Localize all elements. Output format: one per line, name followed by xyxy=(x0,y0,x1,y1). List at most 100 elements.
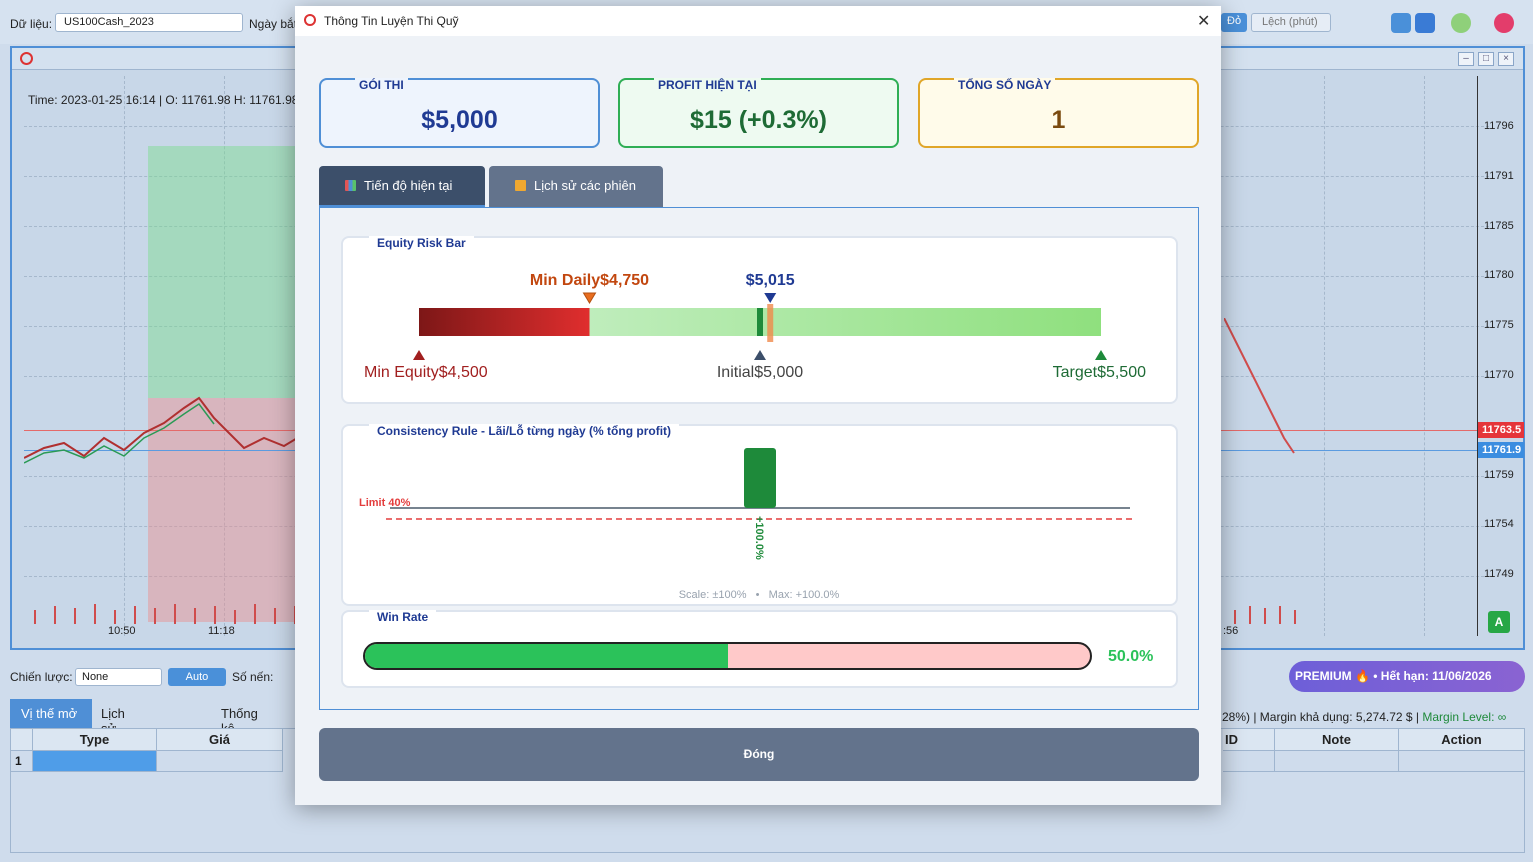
col-id[interactable]: ID xyxy=(1223,729,1275,751)
candles-label: Số nến: xyxy=(232,670,274,684)
auto-badge[interactable]: A xyxy=(1488,611,1510,633)
table-row-cell[interactable] xyxy=(1223,751,1275,772)
total-days-label: TỔNG SỐ NGÀY xyxy=(954,78,1056,92)
package-card: GÓI THI $5,000 xyxy=(319,78,600,148)
danger-zone-bar xyxy=(419,308,590,336)
app-logo-icon xyxy=(304,14,316,26)
safe-zone-bar xyxy=(589,308,1101,336)
initial-pointer xyxy=(754,350,766,360)
premium-badge[interactable]: PREMIUM 🔥 • Hết hạn: 11/06/2026 xyxy=(1289,661,1525,692)
dialog-title: Thông Tin Luyện Thi Quỹ xyxy=(324,14,459,28)
win-rate-track xyxy=(363,642,1092,670)
current-equity-label: $5,015 xyxy=(746,272,795,289)
initial-marker xyxy=(757,308,763,336)
y-tick: 11749 xyxy=(1484,568,1514,580)
equity-risk-bar: Min Daily$4,750 $5,015 Min Equity$4,500 … xyxy=(364,272,1147,381)
exam-info-dialog: Thông Tin Luyện Thi Quỹ ✕ GÓI THI $5,000… xyxy=(295,6,1221,805)
tab-statistics[interactable]: Thống kê xyxy=(221,706,258,736)
y-tick: 11780 xyxy=(1484,269,1514,281)
min-daily-label: Min Daily$4,750 xyxy=(530,272,649,289)
y-tick: 11791 xyxy=(1484,170,1514,182)
col-price[interactable]: Giá xyxy=(157,729,283,751)
table-row-cell[interactable] xyxy=(1275,751,1399,772)
margin-available: 28%) | Margin khả dụng: 5,274.72 $ | xyxy=(1222,710,1423,724)
row-number: 1 xyxy=(11,751,33,772)
table-row-cell[interactable] xyxy=(157,751,283,772)
dialog-titlebar: Thông Tin Luyện Thi Quỹ ✕ xyxy=(295,6,1221,36)
offset-minutes-button[interactable]: Lệch (phút) xyxy=(1251,13,1331,32)
profit-value: $15 (+0.3%) xyxy=(690,106,827,134)
date-label: Ngày bắt xyxy=(249,17,298,31)
data-source-field[interactable]: US100Cash_2023 xyxy=(55,13,243,32)
translate-icon[interactable] xyxy=(1391,13,1411,33)
table-corner xyxy=(11,729,33,751)
margin-level: Margin Level: ∞ xyxy=(1422,710,1507,724)
price-tag-blue: 11761.9 xyxy=(1478,442,1524,458)
data-label: Dữ liệu: xyxy=(10,17,53,31)
settings-icon[interactable] xyxy=(1415,13,1435,33)
tab-open-positions[interactable]: Vị thế mở xyxy=(10,699,92,728)
price-tag-red: 11763.5 xyxy=(1478,422,1524,438)
app-logo-icon xyxy=(20,52,33,65)
maximize-icon[interactable]: □ xyxy=(1478,52,1494,66)
close-icon[interactable]: ✕ xyxy=(1197,13,1211,30)
col-action[interactable]: Action xyxy=(1399,729,1524,751)
x-tick: :56 xyxy=(1223,625,1239,637)
strategy-select[interactable]: None xyxy=(75,668,162,686)
candles-left xyxy=(24,396,304,624)
chart-icon xyxy=(345,180,356,191)
total-days-card: TỔNG SỐ NGÀY 1 xyxy=(918,78,1199,148)
y-tick: 11754 xyxy=(1484,518,1514,530)
strategy-bar: Chiến lược: None Auto Số nến: xyxy=(0,660,1533,692)
close-button[interactable]: Đóng xyxy=(319,728,1199,781)
section-title: Consistency Rule - Lãi/Lỗ từng ngày (% t… xyxy=(369,424,680,438)
profit-label: PROFIT HIỆN TẠI xyxy=(654,78,761,92)
target-icon[interactable] xyxy=(1494,13,1514,33)
strategy-label: Chiến lược: xyxy=(10,670,73,684)
profit-zone xyxy=(148,146,298,398)
min-daily-pointer xyxy=(582,292,597,304)
y-tick: 11785 xyxy=(1484,220,1514,232)
tab-label: Tiến độ hiện tại xyxy=(364,178,453,193)
book-icon xyxy=(515,180,526,191)
close-window-icon[interactable]: × xyxy=(1498,52,1514,66)
package-label: GÓI THI xyxy=(355,78,408,92)
price-axis: 11796 11791 11785 11780 11775 11770 1176… xyxy=(1477,76,1525,636)
win-rate-value: 50.0% xyxy=(1108,648,1154,665)
current-pointer xyxy=(764,293,777,303)
scale-footer: Scale: ±100% • Max: +100.0% xyxy=(679,589,840,601)
min-equity-pointer xyxy=(413,350,425,360)
x-tick: 10:50 xyxy=(108,625,136,637)
y-tick: 11775 xyxy=(1484,319,1514,331)
total-days-value: 1 xyxy=(1051,106,1066,134)
y-tick: 11796 xyxy=(1484,120,1514,132)
limit-label: Limit 40% xyxy=(359,497,411,509)
equity-risk-section: Equity Risk Bar Min Daily$4,750 xyxy=(341,236,1178,404)
table-row-cell[interactable] xyxy=(33,751,157,772)
daily-profit-bar xyxy=(744,448,776,508)
plant-icon[interactable] xyxy=(1451,13,1471,33)
daily-profit-label: +100.0% xyxy=(753,516,765,560)
auto-button[interactable]: Auto xyxy=(168,668,226,686)
tab-trade-history[interactable]: Lịch sử giao dịch xyxy=(101,706,126,766)
x-tick: 11:18 xyxy=(208,625,235,637)
tab-label: Lịch sử các phiên xyxy=(534,178,636,193)
candles-right xyxy=(1224,318,1296,624)
package-value: $5,000 xyxy=(421,106,498,134)
consistency-section: Consistency Rule - Lãi/Lỗ từng ngày (% t… xyxy=(341,424,1178,606)
loss-zone xyxy=(148,398,298,622)
target-label: Target$5,500 xyxy=(1053,364,1147,381)
tab-session-history[interactable]: Lịch sử các phiên xyxy=(489,166,663,208)
minimize-icon[interactable]: – xyxy=(1458,52,1474,66)
y-tick: 11759 xyxy=(1484,469,1514,481)
col-type[interactable]: Type xyxy=(33,729,157,751)
table-row-cell[interactable] xyxy=(1399,751,1524,772)
win-rate-fill xyxy=(365,644,728,668)
red-button[interactable]: Đỏ xyxy=(1221,13,1248,32)
current-marker xyxy=(767,304,774,342)
tab-current-progress[interactable]: Tiến độ hiện tại xyxy=(319,166,485,208)
target-pointer xyxy=(1095,350,1107,360)
col-note[interactable]: Note xyxy=(1275,729,1399,751)
win-rate-section: Win Rate 50.0% xyxy=(341,610,1178,688)
y-tick: 11770 xyxy=(1484,369,1514,381)
